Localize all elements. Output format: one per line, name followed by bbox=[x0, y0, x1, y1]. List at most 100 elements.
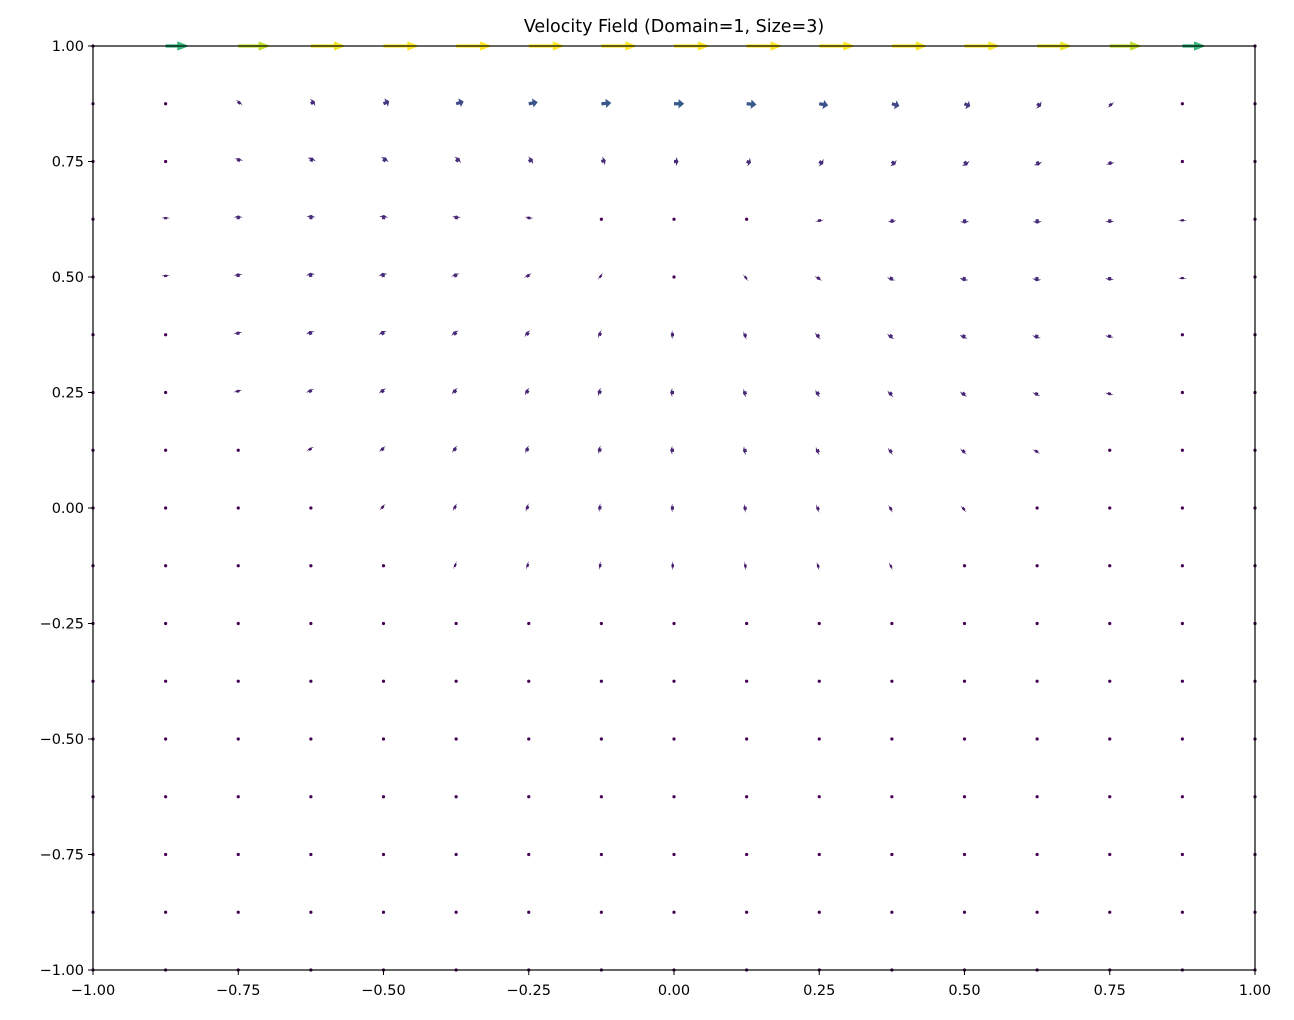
velocity-arrow bbox=[887, 219, 897, 224]
velocity-arrow bbox=[745, 737, 749, 741]
velocity-arrow bbox=[601, 98, 612, 108]
velocity-arrow bbox=[887, 447, 894, 455]
y-tick-label: −0.75 bbox=[40, 848, 84, 864]
velocity-arrow bbox=[891, 100, 900, 110]
velocity-arrow bbox=[380, 157, 389, 163]
velocity-arrow bbox=[451, 330, 459, 337]
velocity-arrow bbox=[814, 275, 823, 281]
velocity-arrow bbox=[306, 446, 315, 452]
velocity-arrow bbox=[1180, 333, 1184, 337]
velocity-arrow bbox=[670, 445, 674, 455]
velocity-arrow bbox=[962, 621, 967, 626]
velocity-arrow bbox=[743, 561, 747, 571]
velocity-arrow bbox=[309, 795, 313, 799]
velocity-arrow bbox=[381, 795, 386, 799]
velocity-arrow bbox=[599, 737, 603, 741]
velocity-arrow bbox=[164, 506, 168, 510]
velocity-arrow bbox=[379, 446, 386, 453]
velocity-arrow bbox=[1108, 564, 1112, 568]
velocity-arrow bbox=[381, 737, 386, 741]
velocity-arrow bbox=[597, 272, 604, 281]
velocity-arrow bbox=[381, 621, 386, 626]
velocity-arrow bbox=[890, 910, 894, 914]
y-tick-label: 0.00 bbox=[52, 501, 84, 517]
velocity-arrow bbox=[1180, 506, 1184, 510]
velocity-arrow bbox=[672, 217, 676, 221]
x-tick-label: −0.75 bbox=[216, 983, 260, 999]
velocity-arrow bbox=[890, 737, 894, 741]
velocity-arrow bbox=[817, 737, 821, 741]
velocity-arrow bbox=[599, 852, 603, 857]
velocity-arrow bbox=[672, 679, 676, 683]
velocity-arrow bbox=[962, 852, 967, 857]
velocity-arrow bbox=[1108, 852, 1112, 857]
velocity-arrow bbox=[963, 100, 971, 110]
velocity-arrow bbox=[1177, 276, 1187, 280]
velocity-arrow bbox=[1180, 795, 1184, 799]
velocity-arrow bbox=[890, 852, 894, 857]
velocity-arrow bbox=[306, 272, 316, 278]
velocity-arrow bbox=[307, 157, 316, 163]
velocity-arrow bbox=[164, 448, 168, 452]
velocity-arrow bbox=[745, 852, 749, 857]
velocity-arrow bbox=[452, 503, 458, 512]
velocity-arrow bbox=[236, 795, 240, 799]
y-tick-label: −0.50 bbox=[40, 732, 84, 748]
velocity-arrow bbox=[309, 679, 313, 683]
velocity-arrow bbox=[1180, 621, 1184, 626]
velocity-arrow bbox=[381, 679, 386, 683]
velocity-arrow bbox=[1180, 102, 1184, 106]
velocity-arrow bbox=[309, 852, 313, 857]
velocity-arrow bbox=[599, 795, 603, 799]
velocity-arrow bbox=[1107, 101, 1115, 108]
velocity-arrow bbox=[527, 156, 533, 165]
velocity-arrow bbox=[164, 390, 168, 395]
velocity-arrow bbox=[960, 219, 970, 224]
velocity-arrow bbox=[164, 795, 168, 799]
velocity-arrow bbox=[600, 156, 606, 166]
x-tick-label: −0.25 bbox=[507, 983, 551, 999]
velocity-arrow bbox=[672, 910, 676, 914]
velocity-arrow bbox=[528, 98, 538, 108]
velocity-arrow bbox=[745, 679, 749, 683]
velocity-arrow bbox=[817, 621, 821, 626]
velocity-arrow bbox=[671, 561, 674, 571]
velocity-arrow bbox=[236, 448, 240, 452]
velocity-arrow bbox=[164, 679, 168, 683]
velocity-arrow bbox=[1180, 910, 1184, 914]
velocity-arrow bbox=[670, 387, 674, 398]
velocity-arrow bbox=[745, 910, 749, 914]
velocity-arrow bbox=[525, 503, 530, 512]
velocity-arrow bbox=[526, 561, 530, 570]
velocity-arrow bbox=[1180, 852, 1184, 857]
x-tick-label: −0.50 bbox=[361, 983, 405, 999]
velocity-arrow bbox=[1035, 910, 1039, 914]
velocity-arrow bbox=[454, 795, 458, 799]
velocity-arrow bbox=[1104, 392, 1114, 396]
velocity-arrow bbox=[672, 275, 676, 279]
velocity-arrow bbox=[816, 561, 820, 571]
velocity-arrow bbox=[382, 98, 390, 107]
velocity-arrow bbox=[381, 852, 386, 857]
velocity-arrow bbox=[305, 330, 315, 336]
velocity-arrow bbox=[1180, 159, 1184, 164]
velocity-arrow bbox=[962, 795, 967, 799]
velocity-arrow bbox=[236, 679, 240, 683]
velocity-arrow bbox=[454, 852, 458, 857]
velocity-arrow bbox=[309, 621, 313, 626]
velocity-arrow bbox=[164, 737, 168, 741]
velocity-arrow bbox=[597, 445, 602, 455]
velocity-arrow bbox=[672, 737, 676, 741]
velocity-arrow bbox=[455, 98, 464, 108]
velocity-arrow bbox=[525, 445, 530, 454]
velocity-arrow bbox=[890, 159, 897, 167]
velocity-arrow bbox=[960, 448, 967, 455]
velocity-arrow bbox=[309, 737, 313, 741]
velocity-arrow bbox=[599, 910, 603, 914]
velocity-arrow bbox=[1108, 910, 1112, 914]
velocity-arrow bbox=[454, 679, 458, 683]
velocity-arrow bbox=[378, 272, 388, 278]
velocity-arrow bbox=[889, 562, 893, 571]
velocity-arrow bbox=[378, 330, 387, 336]
velocity-arrow bbox=[1035, 506, 1039, 510]
